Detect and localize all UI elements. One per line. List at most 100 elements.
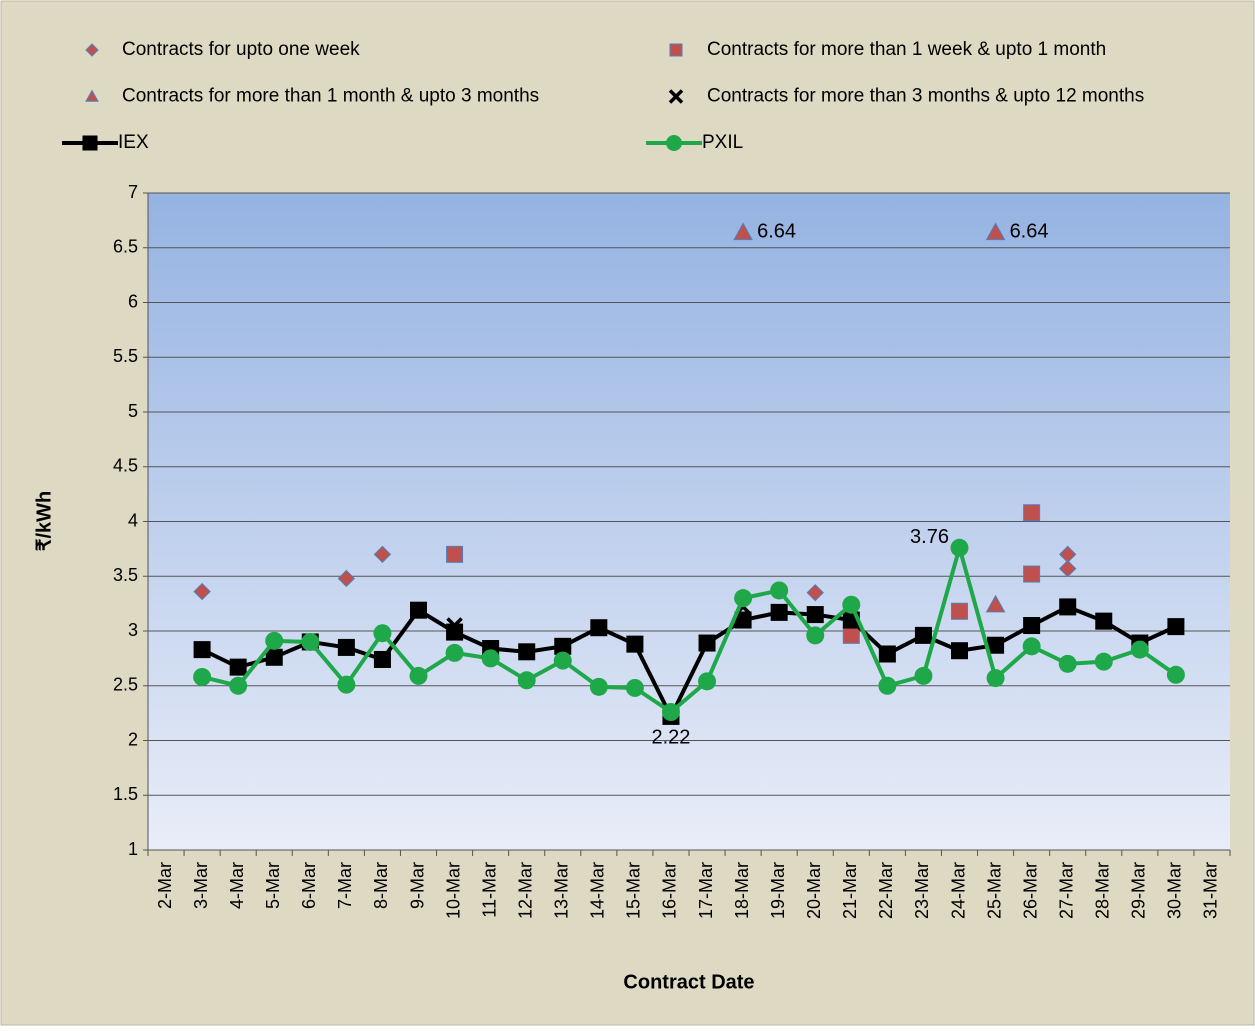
marker xyxy=(193,667,212,686)
marker xyxy=(770,603,788,621)
marker xyxy=(373,545,392,564)
x-tick-label: 29-Mar xyxy=(1129,862,1149,919)
marker xyxy=(878,676,897,695)
marker xyxy=(806,606,824,624)
x-tick-label: 25-Mar xyxy=(984,862,1004,919)
marker xyxy=(950,538,969,557)
y-tick-label: 6.5 xyxy=(113,237,138,257)
marker xyxy=(1059,598,1077,616)
series-line xyxy=(201,604,1177,721)
x-tick-label: 6-Mar xyxy=(299,862,319,909)
x-tick-label: 3-Mar xyxy=(191,862,211,909)
marker xyxy=(337,675,356,694)
marker xyxy=(1167,618,1185,636)
y-axis-title: ₹/kWh xyxy=(33,491,55,552)
marker xyxy=(1023,565,1041,583)
x-tick-label: 7-Mar xyxy=(335,862,355,909)
x-tick-label: 2-Mar xyxy=(155,862,175,909)
marker xyxy=(1166,665,1185,684)
x-tick-label: 21-Mar xyxy=(840,862,860,919)
marker xyxy=(914,626,932,644)
x-tick-label: 24-Mar xyxy=(948,862,968,919)
y-tick-label: 7 xyxy=(128,182,138,202)
marker xyxy=(337,638,355,656)
marker xyxy=(1130,640,1149,659)
data-label: 3.76 xyxy=(910,526,949,548)
marker xyxy=(806,583,824,602)
marker xyxy=(985,594,1006,613)
y-tick-label: 5.5 xyxy=(113,346,138,366)
marker xyxy=(1058,654,1077,673)
marker xyxy=(666,135,682,151)
marker xyxy=(517,671,536,690)
x-tick-label: 5-Mar xyxy=(263,862,283,909)
marker xyxy=(265,631,284,650)
marker xyxy=(985,222,1006,241)
marker xyxy=(842,595,861,614)
marker xyxy=(446,545,464,563)
legend-label: PXIL xyxy=(702,132,743,153)
marker xyxy=(337,569,356,588)
marker xyxy=(229,676,248,695)
y-tick-label: 2.5 xyxy=(113,675,138,695)
marker xyxy=(589,677,608,696)
x-axis-title: Contract Date xyxy=(623,971,754,993)
marker xyxy=(410,601,427,619)
data-label: 6.64 xyxy=(757,221,796,243)
series-line xyxy=(201,540,1178,715)
x-tick-label: 20-Mar xyxy=(804,862,824,919)
marker xyxy=(553,651,572,670)
y-tick-label: 1 xyxy=(128,839,138,859)
marker xyxy=(951,642,968,660)
marker xyxy=(1022,637,1041,656)
marker xyxy=(661,703,680,722)
y-tick-label: 2 xyxy=(128,729,138,749)
y-tick-label: 4.5 xyxy=(113,456,138,476)
marker xyxy=(1094,652,1113,671)
marker xyxy=(626,635,644,653)
marker xyxy=(445,643,464,662)
x-tick-label: 9-Mar xyxy=(407,862,427,909)
x-tick-label: 4-Mar xyxy=(227,862,247,909)
y-tick-label: 5 xyxy=(128,401,138,421)
marker xyxy=(1023,504,1041,522)
x-tick-label: 23-Mar xyxy=(912,862,932,919)
x-tick-label: 27-Mar xyxy=(1056,862,1076,919)
marker xyxy=(301,632,320,651)
marker xyxy=(1058,559,1077,578)
y-tick-label: 3 xyxy=(128,620,138,640)
x-tick-label: 28-Mar xyxy=(1093,862,1113,919)
marker xyxy=(842,626,860,644)
x-tick-label: 12-Mar xyxy=(515,862,535,919)
marker xyxy=(878,645,896,663)
marker xyxy=(806,626,825,645)
marker xyxy=(698,634,716,652)
x-tick-label: 18-Mar xyxy=(732,862,752,919)
marker xyxy=(373,624,392,643)
data-label: 6.64 xyxy=(1010,221,1049,243)
x-tick-label: 11-Mar xyxy=(479,862,499,918)
x-tick-label: 26-Mar xyxy=(1020,862,1040,919)
y-tick-label: 1.5 xyxy=(113,784,138,804)
marker xyxy=(82,135,98,151)
legend-label: IEX xyxy=(118,132,149,153)
x-tick-label: 16-Mar xyxy=(660,862,680,919)
legend-label: Contracts for more than 1 month & upto 3… xyxy=(122,86,539,107)
legend-label: Contracts for more than 3 months & upto … xyxy=(707,86,1144,107)
marker xyxy=(733,222,753,241)
marker xyxy=(265,648,283,666)
marker xyxy=(734,589,753,608)
marker xyxy=(193,582,211,601)
x-tick-label: 10-Mar xyxy=(443,862,463,919)
x-tick-label: 19-Mar xyxy=(768,862,788,919)
legend-label: Contracts for more than 1 week & upto 1 … xyxy=(707,39,1106,60)
marker xyxy=(446,623,464,641)
marker xyxy=(1095,612,1113,630)
x-tick-label: 31-Mar xyxy=(1201,862,1221,919)
x-tick-label: 13-Mar xyxy=(552,862,572,919)
marker xyxy=(770,581,789,600)
y-tick-label: 6 xyxy=(128,291,138,311)
legend-label: Contracts for upto one week xyxy=(122,39,360,60)
